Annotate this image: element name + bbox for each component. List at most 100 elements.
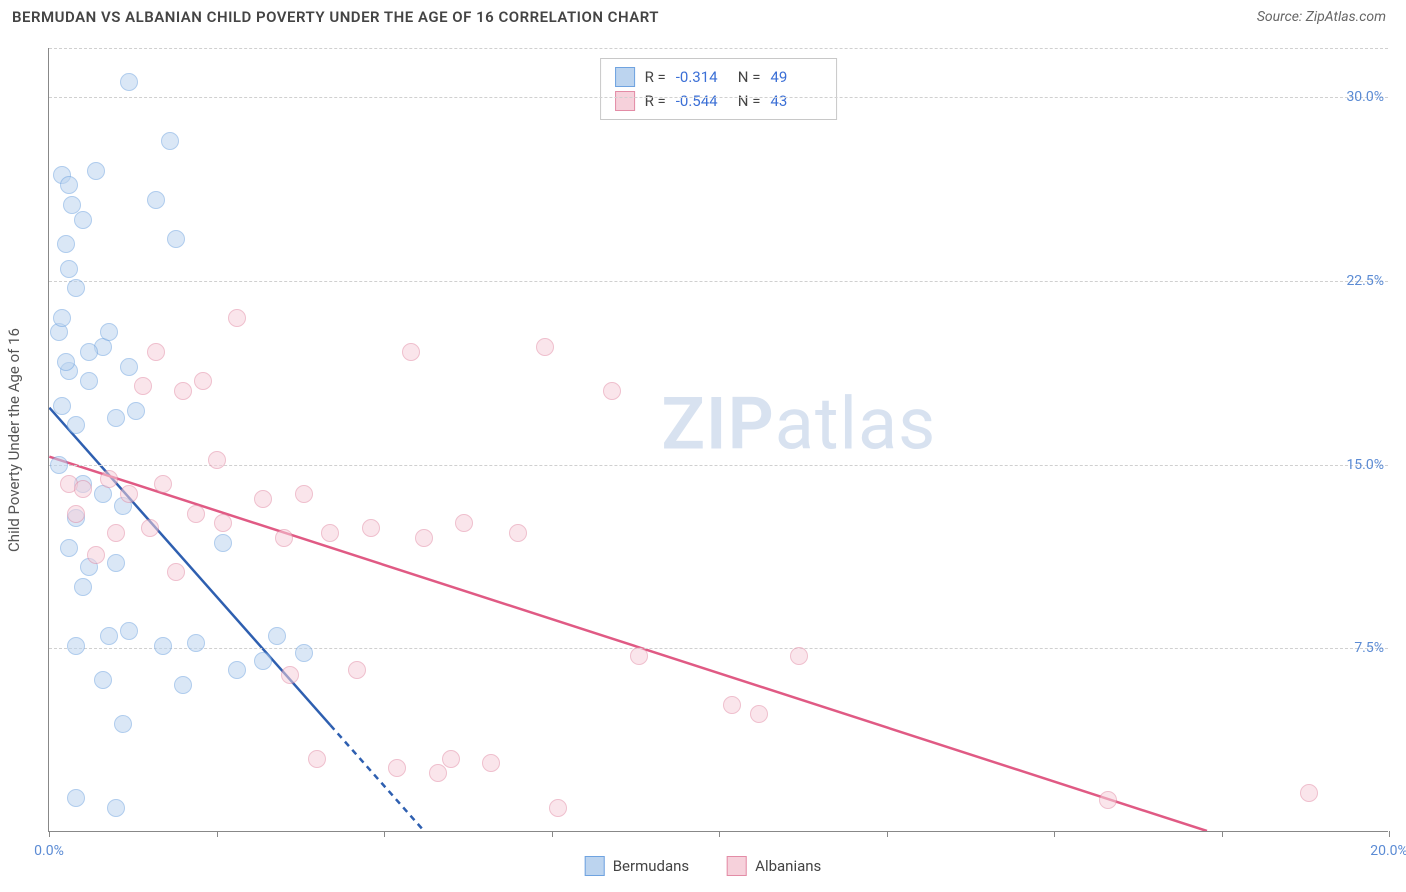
data-point (67, 789, 85, 807)
data-point (723, 696, 741, 714)
data-point (442, 750, 460, 768)
data-point (603, 382, 621, 400)
xtick (887, 831, 888, 837)
data-point (107, 409, 125, 427)
stat-r-label: R = (645, 68, 666, 86)
data-point (630, 647, 648, 665)
xtick (49, 831, 50, 837)
data-point (74, 480, 92, 498)
data-point (147, 343, 165, 361)
data-point (67, 505, 85, 523)
stat-n-label: N = (738, 68, 761, 86)
data-point (1300, 784, 1318, 802)
plot-area: ZIPatlas R =-0.314N =49R =-0.544N =43 7.… (48, 48, 1388, 832)
legend-label: Albanians (755, 857, 821, 875)
data-point (187, 505, 205, 523)
data-point (94, 671, 112, 689)
stats-legend: R =-0.314N =49R =-0.544N =43 (600, 58, 838, 120)
data-point (67, 637, 85, 655)
watermark: ZIPatlas (661, 381, 936, 466)
data-point (80, 372, 98, 390)
stat-n-value: 49 (770, 68, 822, 86)
data-point (57, 235, 75, 253)
xtick-label: 0.0% (34, 843, 64, 859)
chart-container: ZIPatlas R =-0.314N =49R =-0.544N =43 7.… (48, 48, 1388, 832)
data-point (254, 490, 272, 508)
data-point (100, 627, 118, 645)
xtick (719, 831, 720, 837)
data-point (87, 546, 105, 564)
data-point (167, 230, 185, 248)
data-point (429, 764, 447, 782)
data-point (60, 176, 78, 194)
data-point (80, 343, 98, 361)
data-point (455, 514, 473, 532)
data-point (57, 353, 75, 371)
data-point (67, 279, 85, 297)
data-point (295, 485, 313, 503)
data-point (67, 416, 85, 434)
data-point (120, 485, 138, 503)
chart-source: Source: ZipAtlas.com (1257, 9, 1386, 25)
ytick-label: 30.0% (1346, 89, 1390, 105)
data-point (107, 799, 125, 817)
data-point (74, 211, 92, 229)
legend-swatch (585, 856, 605, 876)
data-point (402, 343, 420, 361)
legend-label: Bermudans (613, 857, 689, 875)
data-point (120, 358, 138, 376)
data-point (60, 260, 78, 278)
data-point (362, 519, 380, 537)
watermark-atlas: atlas (775, 381, 937, 466)
gridline (49, 648, 1388, 649)
xtick (1222, 831, 1223, 837)
data-point (154, 475, 172, 493)
data-point (107, 524, 125, 542)
data-point (208, 451, 226, 469)
gridline (49, 465, 1388, 466)
data-point (194, 372, 212, 390)
data-point (74, 578, 92, 596)
data-point (107, 554, 125, 572)
data-point (228, 661, 246, 679)
xtick (384, 831, 385, 837)
data-point (228, 309, 246, 327)
data-point (53, 309, 71, 327)
legend-item: Bermudans (585, 856, 689, 876)
data-point (120, 622, 138, 640)
ytick-label: 15.0% (1346, 457, 1390, 473)
gridline (49, 48, 1388, 49)
data-point (750, 705, 768, 723)
legend-swatch (615, 67, 635, 87)
data-point (348, 661, 366, 679)
ytick-label: 22.5% (1346, 273, 1390, 289)
data-point (120, 73, 138, 91)
data-point (53, 397, 71, 415)
data-point (790, 647, 808, 665)
xtick (552, 831, 553, 837)
data-point (321, 524, 339, 542)
stats-row: R =-0.314N =49 (615, 65, 823, 89)
data-point (167, 563, 185, 581)
data-point (281, 666, 299, 684)
data-point (174, 676, 192, 694)
stat-n-value: 43 (770, 92, 822, 110)
xtick-label: 20.0% (1370, 843, 1406, 859)
stat-r-value: -0.544 (676, 92, 728, 110)
xtick (217, 831, 218, 837)
data-point (388, 759, 406, 777)
data-point (268, 627, 286, 645)
legend-swatch (615, 91, 635, 111)
data-point (174, 382, 192, 400)
data-point (214, 534, 232, 552)
series-legend: Bermudans Albanians (585, 856, 822, 876)
data-point (60, 539, 78, 557)
chart-title: BERMUDAN VS ALBANIAN CHILD POVERTY UNDER… (12, 8, 659, 26)
data-point (141, 519, 159, 537)
data-point (134, 377, 152, 395)
y-axis-label: Child Poverty Under the Age of 16 (5, 328, 23, 552)
data-point (536, 338, 554, 356)
data-point (308, 750, 326, 768)
data-point (549, 799, 567, 817)
trend-lines (49, 48, 1388, 831)
